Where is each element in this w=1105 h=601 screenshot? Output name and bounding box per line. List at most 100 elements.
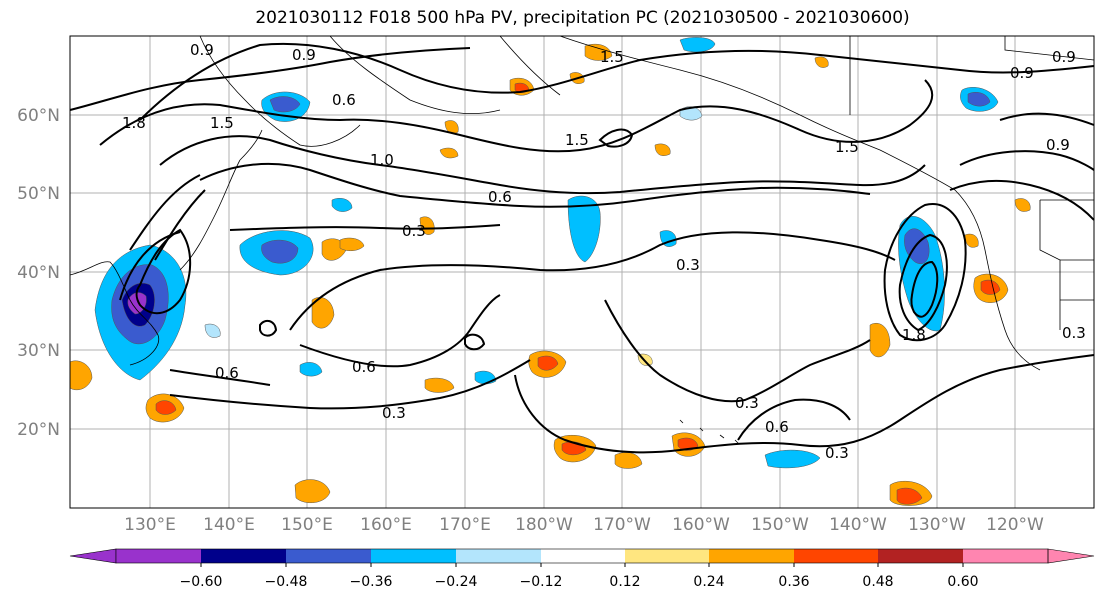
precip-neg-dateline <box>567 195 601 263</box>
contour-label: 0.6 <box>352 358 376 376</box>
map-title: 2021030112 F018 500 hPa PV, precipitatio… <box>255 8 910 28</box>
lon-tick-label: 160°E <box>360 515 412 535</box>
contour-label: 0.3 <box>1062 324 1086 342</box>
colorbar-segment <box>794 549 878 563</box>
precip-pos-california-core <box>980 279 1001 295</box>
contour-label: 1.0 <box>370 151 394 169</box>
colorbar-tick-label: 0.12 <box>609 574 640 590</box>
pv-contour-trough-1 <box>129 174 201 251</box>
pv-contour-06-hawaii <box>737 398 851 441</box>
pv-contours <box>69 42 1095 454</box>
contour-label: 0.3 <box>735 394 759 412</box>
lat-tick-label: 30°N <box>17 341 60 361</box>
coast-chukotka <box>499 35 561 96</box>
pv-contour-06-mid <box>299 294 501 368</box>
colorbar-segment <box>286 549 371 563</box>
colorbar-segment <box>116 549 201 563</box>
pv-contour-small-1 <box>259 319 278 337</box>
colorbar-tick-label: 0.60 <box>947 574 978 590</box>
contour-label: 1.8 <box>122 114 146 132</box>
pv-contour-na-2 <box>959 150 1095 171</box>
precip-neg-kamchatka-inner <box>269 96 301 113</box>
pv-contour-03-b <box>289 231 896 331</box>
border-states-3 <box>1039 200 1061 330</box>
coast-alaska-na <box>559 35 1041 371</box>
colorbar-tick-label: −0.12 <box>520 574 563 590</box>
colorbar-tick-label: 0.48 <box>862 574 893 590</box>
precip-neg-hawaii-east <box>764 449 821 469</box>
contour-label: 0.9 <box>1046 136 1070 154</box>
colorbar-segment <box>709 549 794 563</box>
precip-pos-se-corner-core <box>896 487 923 505</box>
precip-pos-mid-3 <box>339 237 365 251</box>
map-plot-area: 0.9 0.9 0.9 0.9 1.8 1.5 0.6 1.5 1.5 1.0 … <box>69 35 1095 509</box>
precip-pos-central-core <box>537 355 559 371</box>
pv-contour-trough-3 <box>119 231 181 301</box>
colorbar-segment <box>456 549 541 563</box>
precip-neg-small-4 <box>331 198 353 212</box>
lat-tick-label: 20°N <box>17 420 60 440</box>
precip-pos-mid-5 <box>424 377 455 393</box>
pv-contour-03-a <box>229 224 501 231</box>
pv-contour-06-south <box>169 369 271 386</box>
precip-pos-south-4 <box>294 479 331 504</box>
coastlines <box>69 35 1095 445</box>
pv-contour-03-south <box>169 359 531 410</box>
contour-label: 1.5 <box>600 48 624 66</box>
precip-pos-small-7 <box>814 56 829 68</box>
lon-tick-label: 170°E <box>439 515 491 535</box>
coast-kamchatka <box>199 35 361 147</box>
coast-sakhalin-north <box>239 129 263 161</box>
contour-label: 1.5 <box>210 114 234 132</box>
lon-tick-label: 120°W <box>986 515 1044 535</box>
colorbar-segment <box>541 549 625 563</box>
colorbar-segment <box>201 549 286 563</box>
contour-label: 0.6 <box>488 188 512 206</box>
colorbar-tick-label: −0.60 <box>180 574 223 590</box>
precip-pos-east-1 <box>869 322 891 358</box>
map-frame <box>69 35 1095 509</box>
precip-neg-small-5 <box>204 323 221 338</box>
lon-tick-label: 130°W <box>908 515 966 535</box>
precip-neg-small-2 <box>299 362 323 377</box>
contour-label: 0.9 <box>292 46 316 64</box>
precip-pos-bering-2 <box>584 43 613 61</box>
lat-tick-label: 60°N <box>17 106 60 126</box>
contour-label: 1.5 <box>835 138 859 156</box>
pv-contour-na-1 <box>949 179 1095 221</box>
contour-label: 0.6 <box>332 91 356 109</box>
colorbar-tick-label: −0.48 <box>265 574 308 590</box>
pv-contour-03-d <box>514 354 1095 454</box>
lat-tick-label: 50°N <box>17 184 60 204</box>
colorbar-tick-label: −0.24 <box>435 574 478 590</box>
precip-neg-bering <box>679 37 716 53</box>
precip-neg-gulf-alaska-inner <box>967 92 991 107</box>
lon-axis: 130°E 140°E 150°E 160°E 170°E 180°W 170°… <box>124 515 1044 535</box>
pv-contour-trough-2 <box>154 189 206 261</box>
colorbar-segment <box>625 549 709 563</box>
pv-contour-10 <box>159 135 926 195</box>
colorbar-ticks: −0.60 −0.48 −0.36 −0.24 −0.12 0.12 0.24 … <box>180 574 979 590</box>
contour-label: 0.9 <box>190 41 214 59</box>
colorbar-tick-label: 0.24 <box>693 574 724 590</box>
border-canada-north <box>1004 36 1095 61</box>
colorbar-tick-label: 0.36 <box>778 574 809 590</box>
coast-asia <box>69 261 160 366</box>
lon-tick-label: 140°E <box>203 515 255 535</box>
pv-contour-na-3 <box>999 112 1095 126</box>
lon-tick-label: 170°W <box>593 515 651 535</box>
pv-contour-cutoff-1 <box>135 228 192 315</box>
contour-label: 0.3 <box>825 444 849 462</box>
pv-contour-06-north <box>199 162 871 208</box>
pv-contour-cutoff-east-2 <box>898 233 948 332</box>
precip-pos-small-5 <box>964 233 979 248</box>
precip-neg-aleutian-small <box>679 106 703 121</box>
coast-japan-sakhalin <box>179 159 241 271</box>
pv-contour-03-c <box>604 299 871 403</box>
lat-axis: 60°N 50°N 40°N 30°N 20°N <box>17 106 60 440</box>
pv-contour-15 <box>99 79 934 153</box>
contour-label: 0.6 <box>215 364 239 382</box>
lat-tick-label: 40°N <box>17 263 60 283</box>
contour-label: 0.3 <box>676 256 700 274</box>
